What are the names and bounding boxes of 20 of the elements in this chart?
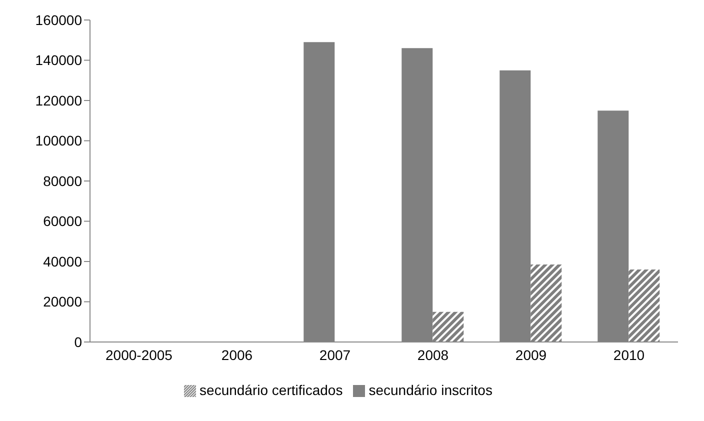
y-tick-label: 100000: [35, 132, 82, 149]
y-tick-label: 140000: [35, 52, 82, 68]
y-tick-label: 20000: [43, 294, 82, 310]
x-tick-label: 2009: [515, 346, 547, 363]
x-tick-label: 2000-2005: [106, 346, 173, 363]
x-tick-label: 2007: [319, 346, 351, 363]
y-tick-label: 120000: [35, 92, 82, 108]
y-tick-label: 40000: [43, 253, 82, 270]
y-tick-label: 80000: [43, 172, 82, 189]
bar: [628, 270, 660, 342]
x-tick-label: 2010: [613, 346, 645, 363]
x-tick-label: 2008: [417, 346, 449, 363]
bar: [432, 312, 464, 342]
x-tick-label: 2006: [221, 346, 253, 363]
y-tick-label: 160000: [35, 12, 82, 28]
bar: [530, 264, 562, 342]
y-tick-label: 0: [74, 334, 82, 350]
legend-label: secundário inscritos: [368, 382, 492, 398]
y-tick-label: 60000: [43, 213, 82, 230]
legend-label: secundário certificados: [200, 382, 343, 398]
